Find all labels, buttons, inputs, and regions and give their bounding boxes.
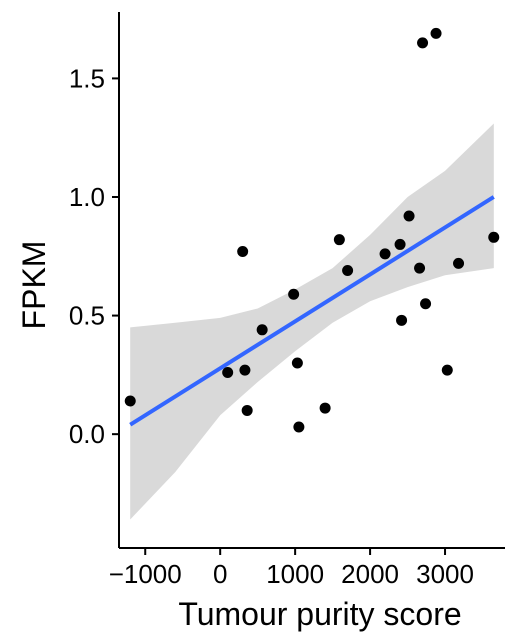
data-point [417,37,429,49]
data-point [394,238,406,250]
fit-line-layer [129,195,495,427]
regression-line [129,195,495,427]
data-point [333,234,345,246]
x-tick-label: 0 [213,559,227,589]
x-axis-title: Tumour purity score [178,596,461,632]
x-tick-label: 1000 [266,559,324,589]
data-point [241,404,253,416]
data-point [441,364,453,376]
confidence-band [130,123,494,520]
y-tick-label: 1.0 [69,182,105,212]
data-point [291,357,303,369]
point-layer [124,27,500,433]
x-tick-label: −1000 [109,559,182,589]
data-point [256,324,268,336]
confidence-band-layer [130,123,494,520]
data-point [414,262,426,274]
x-tick-label: 2000 [341,559,399,589]
y-tick-label: 1.5 [69,63,105,93]
data-point [396,314,408,326]
y-axis-title: FPKM [16,241,52,330]
data-point [319,402,331,414]
axis-layer [118,12,505,549]
data-point [342,265,354,277]
data-point [288,288,300,300]
data-point [293,421,305,433]
y-tick-label: 0.0 [69,419,105,449]
data-point [237,246,249,258]
data-point [239,364,251,376]
data-point [222,366,234,378]
data-point [453,257,465,269]
data-point [430,27,442,39]
data-point [124,395,136,407]
data-point [403,210,415,222]
data-point [420,298,432,310]
tick-layer: −1000 0 1000 2000 3000 0.0 0.5 1.0 1.5 [69,63,474,589]
data-point [379,248,391,260]
data-point [488,231,500,243]
y-tick-label: 0.5 [69,301,105,331]
x-tick-label: 3000 [416,559,474,589]
